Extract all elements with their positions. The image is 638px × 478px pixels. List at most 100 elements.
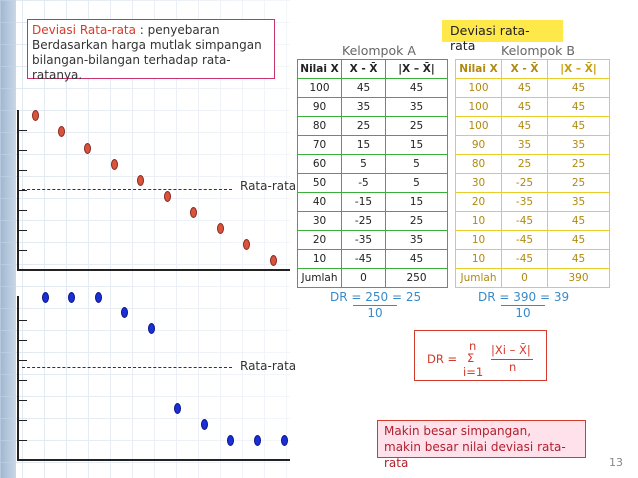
table-cell: 25 <box>547 154 610 174</box>
table-cell: 80 <box>455 154 502 174</box>
red-data-point <box>58 126 65 137</box>
table-cell: -5 <box>341 173 386 193</box>
table-cell: 250 <box>385 268 448 288</box>
table-cell: 20 <box>297 230 342 250</box>
definition-term: Deviasi Rata-rata <box>32 23 136 37</box>
table-cell: 30 <box>297 211 342 231</box>
blue-data-point <box>174 403 181 414</box>
table-cell: 30 <box>455 173 502 193</box>
table-total-row: Jumlah 0 390 <box>455 268 610 288</box>
blue-data-point <box>201 419 208 430</box>
table-total-row: Jumlah 0 250 <box>297 268 448 288</box>
table-cell: 10 <box>455 230 502 250</box>
table-cell: -15 <box>341 192 386 212</box>
table-cell: 45 <box>547 211 610 231</box>
table-cell: 45 <box>547 97 610 117</box>
axis-tick <box>17 400 27 401</box>
table-cell: 15 <box>385 135 448 155</box>
table-cell: 45 <box>341 78 386 98</box>
table-header-row: Nilai X X - X̄ |X – X̄| <box>455 59 610 79</box>
group-b-table: Nilai X X - X̄ |X – X̄| 100 45 45 100 45 45 10… <box>455 59 610 288</box>
blue-data-point <box>68 292 75 303</box>
table-cell: -45 <box>501 211 548 231</box>
table-cell: 40 <box>297 192 342 212</box>
definition-box: Deviasi Rata-rata : penyebaran Berdasark… <box>27 19 275 82</box>
table-cell: -35 <box>501 192 548 212</box>
red-data-point <box>190 207 197 218</box>
table-cell: 45 <box>501 116 548 136</box>
table-header-row: Nilai X X - X̄ |X – X̄| <box>297 59 448 79</box>
table-cell: -45 <box>501 230 548 250</box>
conclusion-note: Makin besar simpangan, makin besar nilai… <box>377 420 586 470</box>
table-cell: 0 <box>501 268 548 288</box>
axis-tick <box>17 170 27 171</box>
table-cell: 100 <box>297 78 342 98</box>
blue-data-point <box>281 435 288 446</box>
table-cell: 5 <box>341 154 386 174</box>
blue-data-point <box>148 323 155 334</box>
axis-tick <box>17 420 27 421</box>
table-cell: 100 <box>455 78 502 98</box>
table-row: 90 35 35 <box>297 97 448 117</box>
table-cell: 15 <box>341 135 386 155</box>
table-row: 80 25 25 <box>455 154 610 174</box>
table-cell: 35 <box>341 97 386 117</box>
group-a-dr-line: DR = 250 = 25 <box>330 290 422 304</box>
table-cell: 0 <box>341 268 386 288</box>
table-cell: 25 <box>385 116 448 136</box>
table-cell: 25 <box>547 173 610 193</box>
table-cell: 390 <box>547 268 610 288</box>
blue-data-point <box>227 435 234 446</box>
top-mean-line <box>22 189 232 190</box>
axis-tick <box>17 150 27 151</box>
table-cell: 25 <box>385 211 448 231</box>
axis-tick <box>17 210 27 211</box>
group-a-dr-denominator: 10 <box>353 305 397 320</box>
axis-tick <box>17 230 27 231</box>
table-row: 20 -35 35 <box>455 192 610 212</box>
table-cell: 80 <box>297 116 342 136</box>
table-cell: 70 <box>297 135 342 155</box>
formula-box: DR = n Σ i=1 |Xi – X̄| n <box>414 330 547 381</box>
table-row: 30 -25 25 <box>297 211 448 231</box>
table-cell: -25 <box>341 211 386 231</box>
red-data-point <box>217 223 224 234</box>
table-row: 40 -15 15 <box>297 192 448 212</box>
group-a-table: Nilai X X - X̄ |X – X̄| 100 45 45 90 35 35 80 2… <box>297 59 448 288</box>
table-cell: 10 <box>455 249 502 269</box>
axis-tick <box>17 320 27 321</box>
table-row: 100 45 45 <box>297 78 448 98</box>
header-cell: X - X̄ <box>341 59 386 79</box>
formula-numerator: |Xi – X̄| <box>491 343 531 357</box>
table-cell: 45 <box>385 78 448 98</box>
table-cell: 90 <box>455 135 502 155</box>
table-row: 100 45 45 <box>455 78 610 98</box>
table-cell: 35 <box>385 230 448 250</box>
note-line-1: Makin besar simpangan, <box>384 424 532 438</box>
blue-data-point <box>121 307 128 318</box>
table-cell: 20 <box>455 192 502 212</box>
header-cell: |X – X̄| <box>547 59 610 79</box>
group-b-dr: DR = 390 = 39 10 <box>478 290 570 320</box>
table-row: 20 -35 35 <box>297 230 448 250</box>
bottom-chart-y-axis <box>17 296 19 460</box>
formula-upper-limit: n <box>469 339 477 353</box>
group-b-dr-line: DR = 390 = 39 <box>478 290 570 304</box>
axis-tick <box>17 360 27 361</box>
formula-lhs: DR = <box>427 352 458 366</box>
axis-tick <box>17 340 27 341</box>
table-row: 10 -45 45 <box>455 211 610 231</box>
table-cell: 35 <box>547 192 610 212</box>
red-data-point <box>164 191 171 202</box>
header-cell: Nilai X <box>297 59 342 79</box>
table-row: 70 15 15 <box>297 135 448 155</box>
table-row: 50 -5 5 <box>297 173 448 193</box>
table-cell: 45 <box>547 249 610 269</box>
red-data-point <box>111 159 118 170</box>
table-cell: 10 <box>297 249 342 269</box>
bottom-mean-label: Rata-rata <box>240 359 297 373</box>
slide-title: Deviasi rata-rata <box>442 20 563 53</box>
table-cell: 25 <box>341 116 386 136</box>
group-a-title: Kelompok A <box>342 43 416 58</box>
table-cell: 45 <box>547 116 610 136</box>
